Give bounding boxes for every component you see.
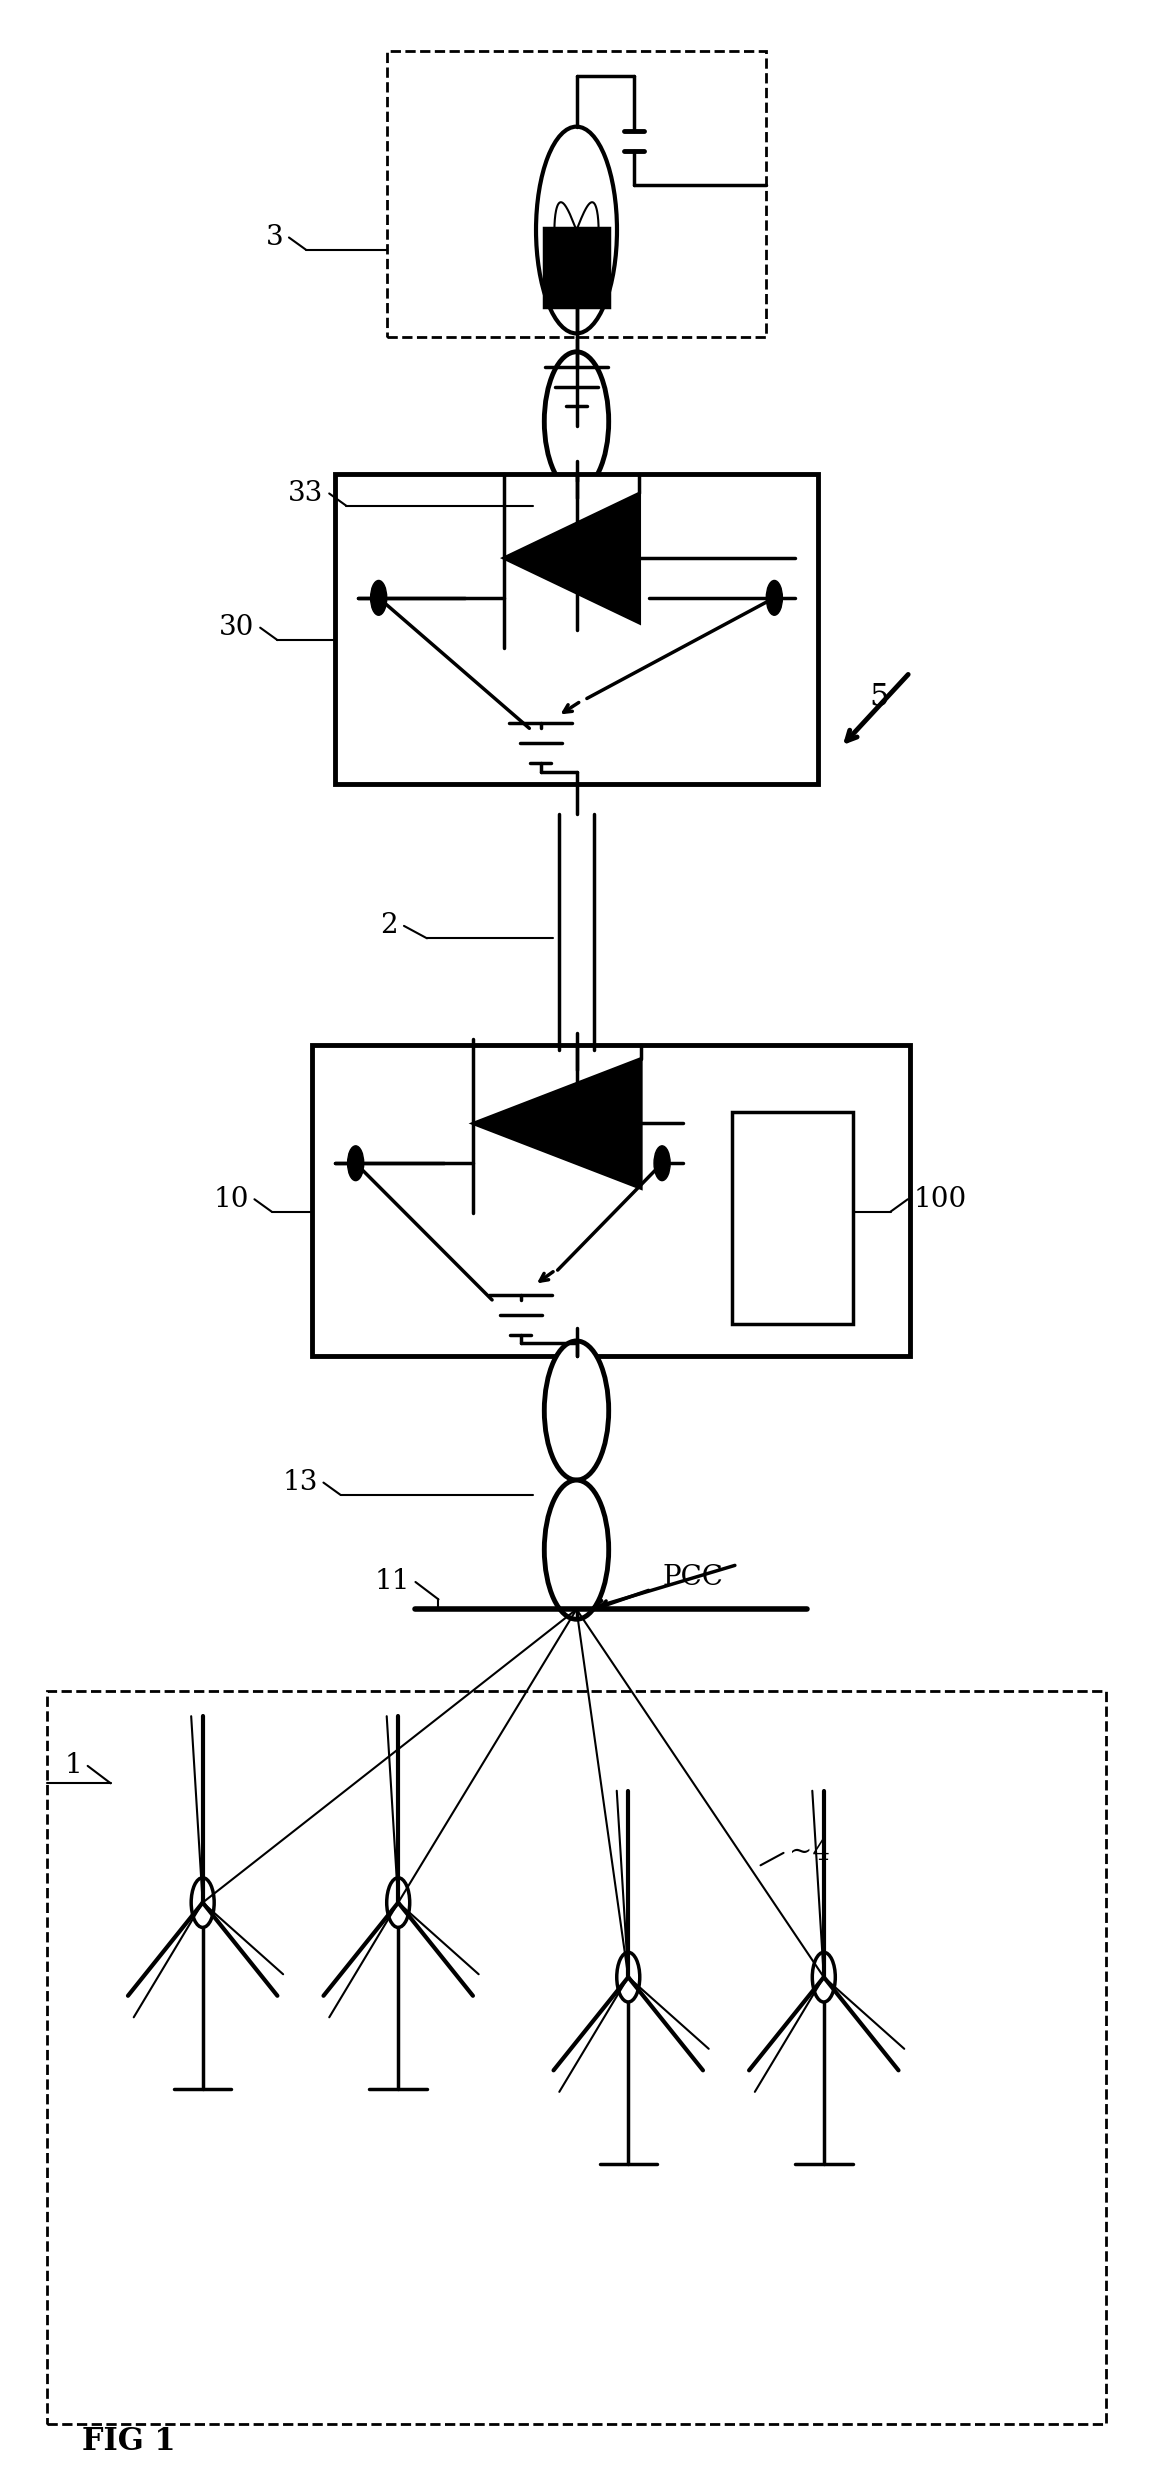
Circle shape [654,1147,670,1182]
Text: 1: 1 [65,1752,82,1779]
Circle shape [370,580,386,615]
Bar [386,52,767,336]
Text: PCC: PCC [663,1562,724,1590]
Text: 33: 33 [288,480,324,508]
Text: FIG 1: FIG 1 [82,2426,175,2456]
Circle shape [544,1480,609,1620]
Circle shape [544,351,609,490]
Text: 10: 10 [213,1187,249,1212]
Circle shape [347,1147,363,1182]
Bar [312,1045,910,1356]
Circle shape [767,580,783,615]
Bar [47,1692,1106,2423]
Bar [544,226,609,306]
Circle shape [386,1878,409,1928]
Polygon shape [504,493,639,622]
Text: 100: 100 [913,1187,966,1212]
Text: 2: 2 [380,913,398,940]
Text: ~4: ~4 [790,1839,830,1866]
Circle shape [191,1878,214,1928]
Circle shape [544,490,609,629]
Text: 30: 30 [219,615,255,642]
Bar [336,473,817,784]
Circle shape [560,1050,593,1120]
Polygon shape [474,1060,641,1189]
Circle shape [544,1341,609,1480]
Text: 3: 3 [265,224,284,251]
Text: 5: 5 [869,682,889,712]
Bar [732,1112,852,1324]
Ellipse shape [536,127,617,333]
Text: 13: 13 [282,1468,318,1495]
Circle shape [617,1953,640,2003]
Circle shape [813,1953,835,2003]
Text: 11: 11 [375,1567,409,1595]
